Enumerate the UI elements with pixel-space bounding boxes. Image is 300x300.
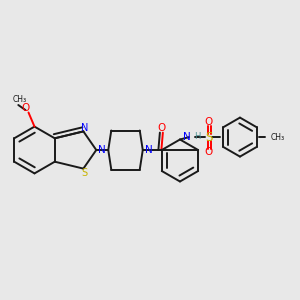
Text: N: N <box>145 145 153 155</box>
Text: O: O <box>204 117 213 127</box>
Text: S: S <box>82 167 88 178</box>
Text: N: N <box>81 123 88 133</box>
Text: CH₃: CH₃ <box>12 95 26 104</box>
Text: N: N <box>183 131 191 142</box>
Text: H: H <box>194 132 200 141</box>
Text: O: O <box>157 123 166 134</box>
Text: S: S <box>205 130 212 144</box>
Text: O: O <box>21 103 30 113</box>
Text: O: O <box>204 147 213 157</box>
Text: CH₃: CH₃ <box>271 133 285 142</box>
Text: N: N <box>98 145 105 155</box>
